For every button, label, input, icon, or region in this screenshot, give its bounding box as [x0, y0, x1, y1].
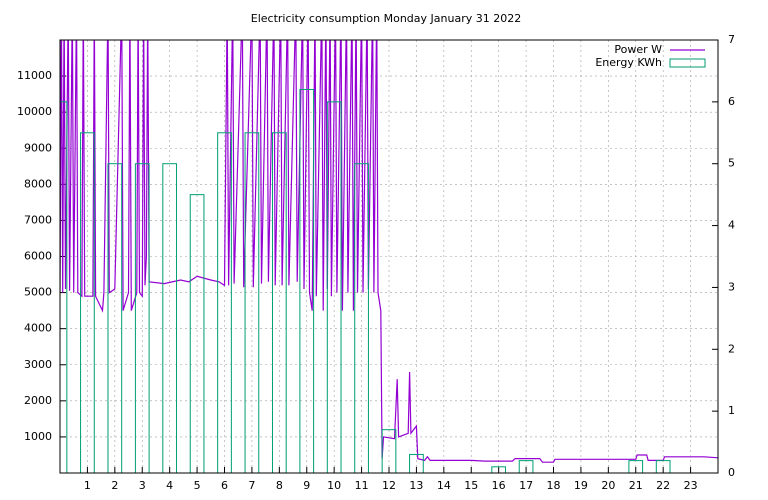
legend-label: Energy KWh [595, 56, 662, 69]
x-tick-label: 8 [276, 479, 283, 492]
x-tick-label: 22 [656, 479, 670, 492]
y-tick-label: 3000 [24, 358, 52, 371]
power-line [60, 40, 718, 463]
y-tick-label: 2000 [24, 394, 52, 407]
y-tick-label: 9000 [24, 141, 52, 154]
x-tick-label: 13 [409, 479, 423, 492]
x-tick-label: 16 [492, 479, 506, 492]
y-tick-label: 4000 [24, 322, 52, 335]
energy-bar [491, 466, 507, 473]
legend-label: Power W [614, 43, 662, 56]
plot-area [60, 40, 718, 473]
x-tick-label: 21 [629, 479, 643, 492]
energy-bar [80, 132, 95, 473]
x-tick-label: 23 [684, 479, 698, 492]
y2-tick-label: 2 [728, 342, 735, 355]
y2-tick-label: 1 [728, 404, 735, 417]
x-tick-label: 20 [601, 479, 615, 492]
y2-tick-label: 5 [728, 157, 735, 170]
y-tick-label: 10000 [17, 105, 52, 118]
x-tick-label: 9 [303, 479, 310, 492]
x-tick-label: 17 [519, 479, 533, 492]
y2-tick-label: 3 [728, 280, 735, 293]
y-tick-label: 6000 [24, 250, 52, 263]
x-tick-label: 1 [84, 479, 91, 492]
y-tick-label: 8000 [24, 177, 52, 190]
y2-tick-label: 7 [728, 33, 735, 46]
plot-border [59, 39, 719, 474]
y-tick-label: 1000 [24, 430, 52, 443]
energy-bar [381, 429, 397, 473]
energy-bar [217, 132, 232, 473]
energy-bar [189, 194, 205, 473]
x-tick-label: 14 [437, 479, 451, 492]
y-tick-label: 7000 [24, 213, 52, 226]
y2-tick-label: 0 [728, 466, 735, 479]
energy-bar [409, 453, 424, 473]
x-tick-label: 18 [547, 479, 561, 492]
y-tick-label: 11000 [17, 69, 52, 82]
energy-bar [60, 101, 68, 473]
x-tick-label: 7 [248, 479, 255, 492]
energy-bar [244, 132, 260, 473]
x-tick-label: 4 [166, 479, 173, 492]
x-tick-label: 2 [111, 479, 118, 492]
legend-swatch [669, 58, 706, 68]
x-tick-label: 3 [139, 479, 146, 492]
y-tick-label: 5000 [24, 286, 52, 299]
energy-bar [299, 88, 315, 473]
chart-title: Electricity consumption Monday January 3… [251, 12, 521, 25]
x-tick-label: 5 [194, 479, 201, 492]
x-tick-label: 10 [327, 479, 341, 492]
y2-tick-label: 4 [728, 219, 735, 232]
y2-tick-label: 6 [728, 95, 735, 108]
x-tick-label: 12 [382, 479, 396, 492]
x-tick-label: 15 [464, 479, 478, 492]
energy-bar [271, 132, 287, 473]
x-tick-label: 6 [221, 479, 228, 492]
x-tick-label: 11 [355, 479, 369, 492]
x-tick-label: 19 [574, 479, 588, 492]
